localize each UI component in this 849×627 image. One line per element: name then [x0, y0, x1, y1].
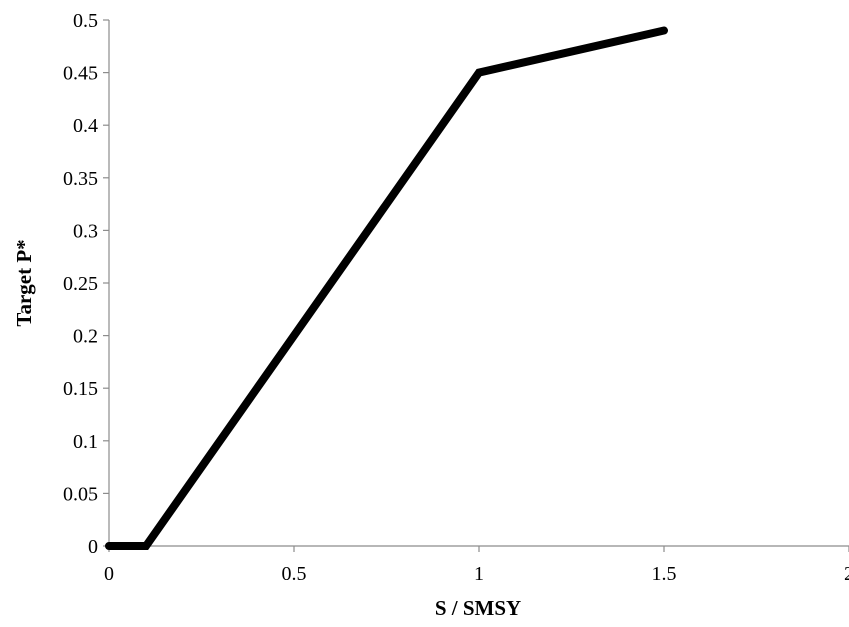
y-tick-label: 0.5: [73, 10, 98, 32]
tick-labels: 0 0.05 0.1 0.15 0.2 0.25 0.3 0.35 0.4 0.45 0.5 0 0.5…: [63, 10, 849, 585]
y-tick-label: 0.4: [73, 115, 98, 137]
series-layer: [105, 26, 668, 550]
y-tick-label: 0.1: [73, 431, 98, 453]
x-tick-label: 1: [474, 563, 484, 585]
axes: [103, 19, 849, 552]
y-axis-title: Target P*: [12, 239, 36, 326]
x-tick-label: 1.5: [652, 563, 677, 585]
series-line: [105, 26, 668, 550]
y-tick-label: 0.3: [73, 220, 98, 242]
y-tick-label: 0.45: [63, 63, 98, 85]
y-tick-label: 0.25: [63, 273, 98, 295]
y-tick-label: 0.05: [63, 483, 98, 505]
y-tick-label: 0.2: [73, 326, 98, 348]
x-axis-title: S / SMSY: [435, 596, 521, 620]
x-tick-label: 2: [844, 563, 849, 585]
x-tick-label: 0: [104, 563, 114, 585]
y-tick-label: 0.35: [63, 168, 98, 190]
y-tick-label: 0.15: [63, 378, 98, 400]
y-tick-label: 0: [88, 536, 98, 558]
x-tick-label: 0.5: [282, 563, 307, 585]
